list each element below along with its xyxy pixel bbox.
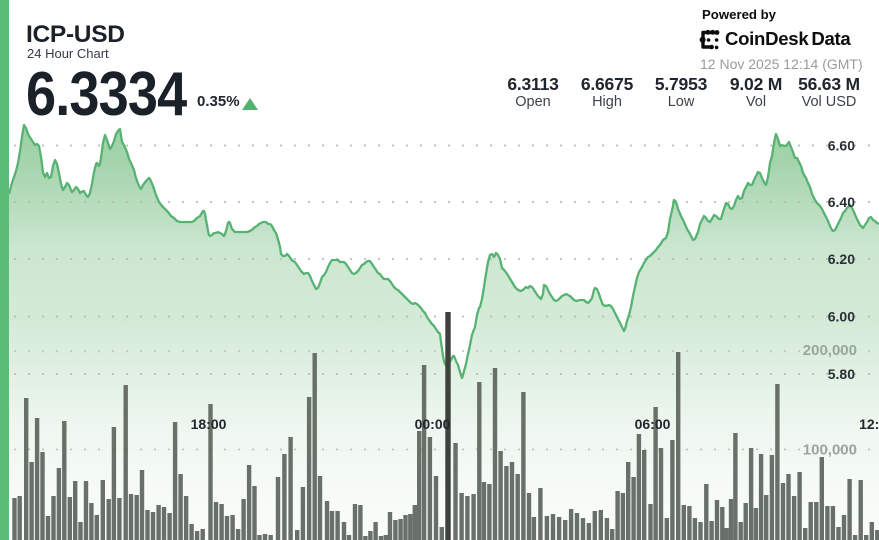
svg-text:6.60: 6.60	[828, 138, 855, 154]
svg-text:06:00: 06:00	[635, 416, 671, 432]
svg-text:200,000: 200,000	[803, 342, 857, 359]
svg-text:18:00: 18:00	[191, 416, 227, 432]
svg-text:100,000: 100,000	[803, 442, 857, 459]
svg-text:12:00: 12:00	[859, 416, 879, 432]
svg-text:6.00: 6.00	[828, 309, 855, 325]
svg-text:6.20: 6.20	[828, 251, 855, 267]
svg-text:5.80: 5.80	[828, 366, 855, 382]
svg-text:6.40: 6.40	[828, 194, 855, 210]
svg-text:00:00: 00:00	[415, 416, 451, 432]
